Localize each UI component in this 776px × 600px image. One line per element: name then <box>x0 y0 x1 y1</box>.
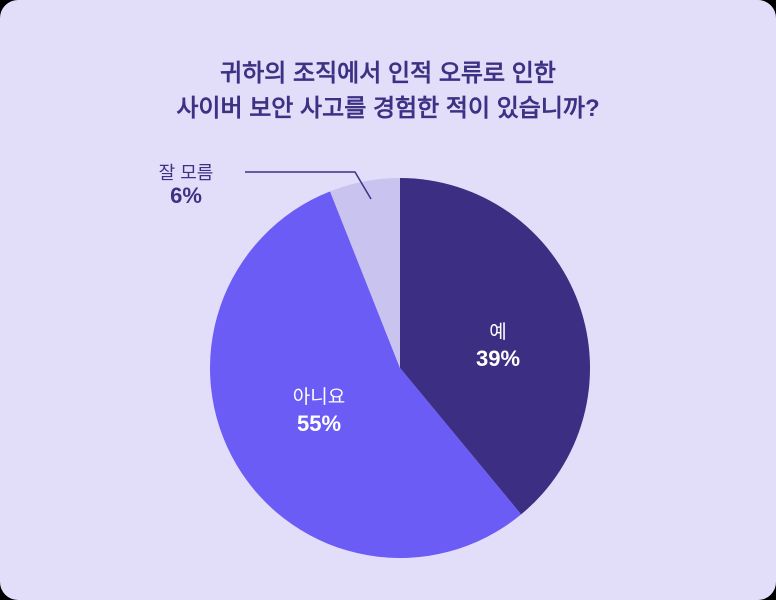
svg-text:예: 예 <box>489 321 506 343</box>
svg-text:잘 모름: 잘 모름 <box>159 163 214 183</box>
svg-text:39%: 39% <box>476 346 520 371</box>
svg-text:6%: 6% <box>170 183 202 208</box>
svg-text:55%: 55% <box>297 411 341 436</box>
svg-text:아니요: 아니요 <box>293 386 345 408</box>
